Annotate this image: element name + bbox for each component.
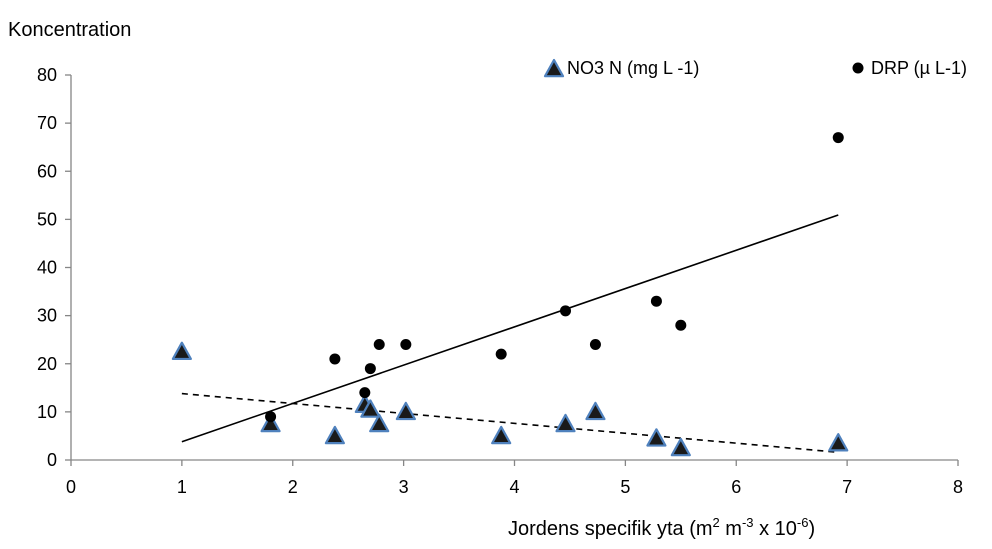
x-axis-title-sup2: -3	[742, 515, 754, 530]
y-axis-title: Koncentration	[8, 19, 131, 41]
no3-point	[324, 425, 345, 445]
drp-point	[675, 319, 687, 331]
data-points	[171, 132, 849, 457]
x-tick-label: 0	[66, 477, 76, 497]
legend-no3-label: NO3 N (mg L -1)	[567, 58, 699, 78]
no3-point	[395, 401, 416, 421]
y-tick-label: 0	[47, 450, 57, 470]
x-tick-label: 4	[509, 477, 519, 497]
x-axis-title-mid1: m	[720, 518, 742, 540]
drp-point	[650, 295, 662, 307]
no3-point	[555, 413, 576, 433]
drp-point	[329, 353, 341, 365]
x-axis-title: Jordens specifik yta (m2 m-3 x 10-6)	[508, 515, 815, 540]
legend: NO3 N (mg L -1) DRP (µ L-1)	[543, 58, 967, 78]
legend-no3-marker	[543, 58, 565, 78]
no3-point	[260, 413, 281, 433]
drp-point	[373, 339, 385, 350]
no3-point	[828, 433, 849, 452]
drp-point	[832, 132, 844, 144]
x-axis-title-end: )	[808, 518, 815, 540]
x-axis-title-sup3: -6	[797, 515, 809, 530]
no3-point	[585, 401, 606, 421]
x-tick-label: 6	[731, 477, 741, 497]
trendlines	[181, 214, 839, 454]
x-tick-label: 3	[399, 477, 409, 497]
x-tick-label: 2	[288, 477, 298, 497]
drp-point	[265, 411, 277, 423]
y-tick-label: 80	[37, 65, 57, 85]
y-tick-label: 60	[37, 161, 57, 181]
x-tick-label: 7	[842, 477, 852, 497]
x-axis-title-mid2: x 10	[754, 518, 797, 540]
x-tick-label: 8	[953, 477, 963, 497]
no3-point	[171, 341, 192, 361]
x-axis-title-main: Jordens specifik yta (m	[508, 518, 713, 540]
drp-point	[589, 339, 601, 350]
drp-point	[364, 363, 376, 375]
drp-point	[560, 305, 572, 317]
y-tick-label: 20	[37, 354, 57, 374]
x-tick-label: 5	[620, 477, 630, 497]
y-tick-label: 30	[37, 306, 57, 326]
drp-point	[400, 339, 412, 350]
y-tick-label: 40	[37, 258, 57, 278]
drp-trendline	[181, 214, 839, 443]
y-tick-label: 10	[37, 402, 57, 422]
drp-point	[359, 387, 371, 399]
no3-point	[360, 399, 381, 418]
x-tick-label: 1	[177, 477, 187, 497]
no3-point	[369, 413, 390, 433]
x-axis-title-sup1: 2	[713, 515, 720, 530]
y-tick-label: 70	[37, 113, 57, 133]
legend-drp-label: DRP (µ L-1)	[871, 58, 967, 78]
no3-point	[491, 425, 512, 445]
no3-point	[670, 437, 691, 457]
y-tick-label: 50	[37, 209, 57, 229]
legend-drp-marker	[852, 62, 864, 74]
no3-point	[646, 428, 667, 447]
drp-point	[495, 348, 507, 360]
